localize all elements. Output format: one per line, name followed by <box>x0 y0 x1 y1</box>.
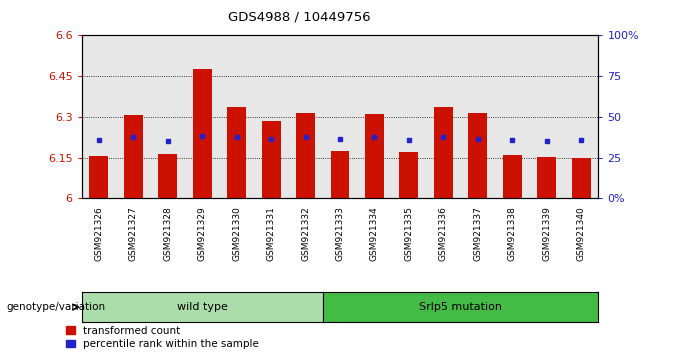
Bar <box>150 35 185 198</box>
Text: wild type: wild type <box>177 302 228 312</box>
Bar <box>227 107 246 198</box>
Bar <box>89 156 108 198</box>
Bar <box>460 35 495 198</box>
Bar <box>254 35 288 198</box>
Bar <box>288 35 323 198</box>
Bar <box>564 35 598 198</box>
Bar <box>330 151 350 198</box>
Bar <box>296 113 315 198</box>
Bar <box>530 35 564 198</box>
Bar <box>185 35 220 198</box>
Bar <box>572 158 591 198</box>
Bar <box>116 35 150 198</box>
Bar <box>434 107 453 198</box>
Bar <box>392 35 426 198</box>
Bar <box>220 35 254 198</box>
Text: genotype/variation: genotype/variation <box>7 302 106 312</box>
Text: GDS4988 / 10449756: GDS4988 / 10449756 <box>228 11 371 24</box>
Bar <box>469 113 488 198</box>
Bar <box>399 152 418 198</box>
Bar <box>495 35 530 198</box>
Bar <box>82 35 116 198</box>
Bar <box>357 35 392 198</box>
Bar <box>537 157 556 198</box>
Bar <box>503 155 522 198</box>
Bar <box>262 121 281 198</box>
Bar <box>158 154 177 198</box>
Bar <box>426 35 460 198</box>
Text: Srlp5 mutation: Srlp5 mutation <box>419 302 502 312</box>
Bar <box>365 114 384 198</box>
Bar <box>323 35 357 198</box>
Bar <box>124 115 143 198</box>
Bar <box>192 69 211 198</box>
Legend: transformed count, percentile rank within the sample: transformed count, percentile rank withi… <box>67 326 259 349</box>
